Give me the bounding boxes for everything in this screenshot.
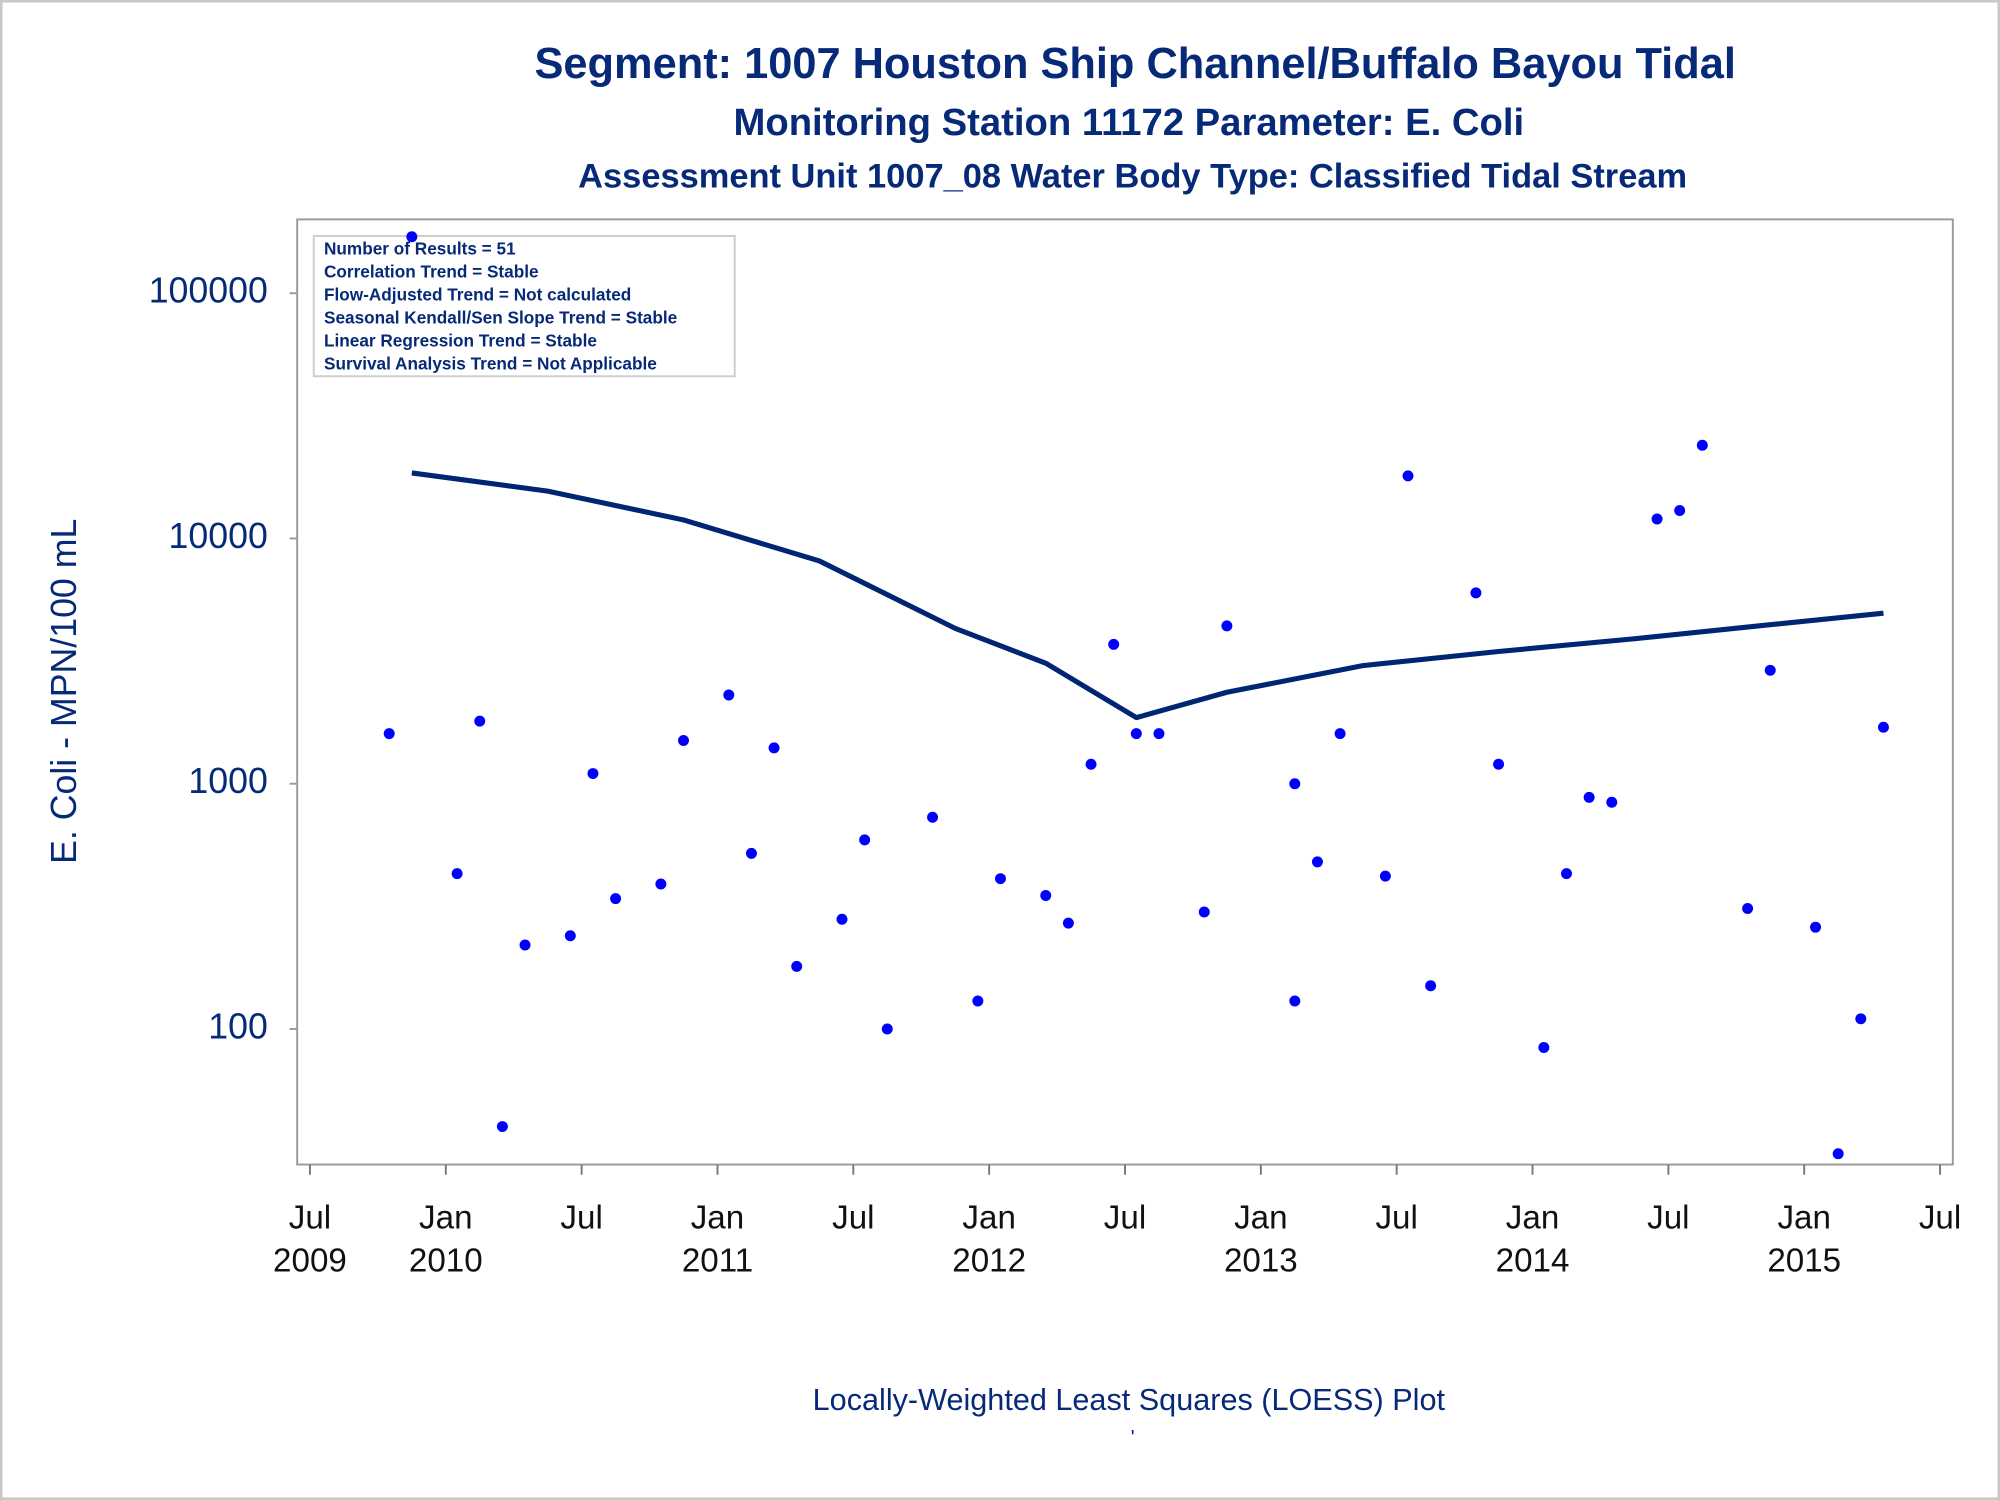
data-point: [1696, 439, 1708, 451]
plot-frame: [296, 218, 1954, 1166]
y-axis-label: E. Coli - MPN/100 mL: [44, 519, 84, 864]
data-point: [927, 811, 939, 823]
data-point: [1108, 638, 1120, 650]
x-tick-label: Jan 2012: [952, 1197, 1027, 1280]
info-line: Seasonal Kendall/Sen Slope Trend = Stabl…: [324, 307, 677, 327]
data-point: [1855, 1013, 1867, 1025]
data-point: [1583, 791, 1595, 803]
data-point: [519, 939, 531, 951]
data-point: [1651, 513, 1663, 525]
data-point: [496, 1121, 508, 1133]
data-point: [1198, 906, 1210, 918]
data-point: [1402, 470, 1414, 482]
loess-line: [411, 470, 1884, 721]
data-point: [587, 768, 599, 780]
data-point: [791, 960, 803, 972]
x-tick-label: Jan 2011: [681, 1197, 754, 1280]
data-point: [1606, 796, 1618, 808]
data-point: [1742, 902, 1754, 914]
x-tick-label: Jan 2010: [408, 1197, 483, 1280]
data-point: [1311, 856, 1323, 868]
x-tick-label: Jan 2013: [1223, 1197, 1298, 1280]
y-tick-label: 100: [208, 1006, 268, 1046]
info-line: Correlation Trend = Stable: [324, 262, 539, 282]
x-tick-label: Jul: [560, 1197, 603, 1236]
data-point: [1130, 728, 1142, 740]
x-tick-label: Jul: [1103, 1197, 1147, 1236]
data-point: [1040, 890, 1052, 902]
data-point: [1289, 995, 1301, 1007]
data-point: [383, 728, 395, 740]
data-point: [1289, 778, 1301, 790]
data-point: [564, 930, 576, 942]
data-point: [1470, 587, 1482, 599]
x-tick-label: Jul: [832, 1197, 875, 1236]
data-point: [1425, 980, 1437, 992]
y-tick-label: 100000: [149, 271, 268, 311]
x-tick-label: Jul 2009: [273, 1197, 347, 1280]
data-point: [1561, 868, 1572, 880]
data-point: [836, 913, 848, 925]
data-point: [1085, 758, 1097, 770]
info-line: Linear Regression Trend = Stable: [324, 330, 597, 350]
data-point: [859, 834, 871, 846]
data-point: [1877, 721, 1889, 733]
x-tick-label: Jul: [1375, 1197, 1418, 1236]
data-point: [1493, 758, 1505, 770]
x-tick-label: Jan 2015: [1767, 1197, 1842, 1280]
data-point: [745, 847, 757, 859]
data-point: [1810, 921, 1822, 933]
data-point: [768, 742, 780, 754]
x-tick-label: Jan 2014: [1495, 1197, 1570, 1280]
chart-title: Segment: 1007 Houston Ship Channel/Buffa…: [535, 40, 1736, 88]
data-point: [723, 689, 735, 701]
data-point: [610, 893, 622, 905]
data-point: [406, 231, 418, 243]
data-point: [1674, 505, 1686, 517]
data-point: [1334, 728, 1346, 740]
data-point: [972, 995, 984, 1007]
data-point: [451, 868, 463, 880]
footnote: Locally-Weighted Least Squares (LOESS) P…: [813, 1383, 1446, 1417]
data-point: [474, 715, 486, 727]
data-point: [994, 873, 1006, 885]
chart-subtitle: Monitoring Station 11172 Parameter: E. C…: [733, 101, 1524, 144]
info-box: [312, 235, 736, 378]
data-point: [1832, 1148, 1844, 1160]
x-tick-label: Jul: [1918, 1197, 1962, 1236]
y-tick-label: 1000: [188, 761, 267, 801]
x-tick-label: Jul: [1647, 1197, 1690, 1236]
data-point: [881, 1023, 893, 1035]
data-point: [678, 735, 689, 747]
footnote: ': [1131, 1427, 1135, 1449]
info-line: Number of Results = 51: [324, 239, 516, 259]
data-point: [1153, 728, 1165, 740]
y-tick-label: 10000: [169, 516, 268, 556]
data-point: [1379, 870, 1391, 882]
data-point: [1764, 664, 1776, 676]
data-point: [1221, 620, 1233, 632]
chart-subtitle: Assessment Unit 1007_08 Water Body Type:…: [578, 158, 1687, 196]
data-point: [1062, 917, 1074, 929]
info-line: Flow-Adjusted Trend = Not calculated: [324, 284, 631, 304]
data-point: [655, 878, 667, 890]
data-point: [1538, 1042, 1550, 1054]
info-line: Survival Analysis Trend = Not Applicable: [324, 353, 657, 373]
